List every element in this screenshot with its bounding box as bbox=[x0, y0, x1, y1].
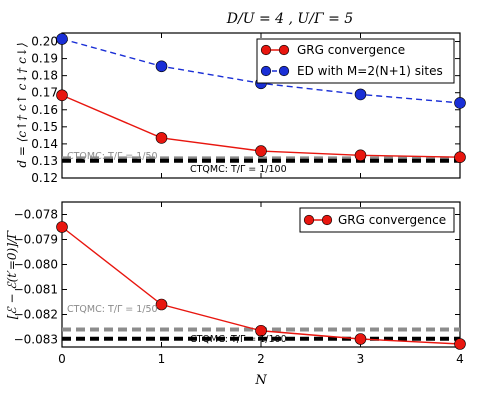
top-legend-entry-ed: ED with M=2(N+1) sites bbox=[260, 64, 443, 78]
bottom-legend-label-grg: GRG convergence bbox=[338, 213, 446, 227]
top-legend-marker-grg-1 bbox=[260, 44, 272, 56]
bottom-series-0-point bbox=[56, 221, 68, 233]
bottom-y-tick-label: −0.081 bbox=[14, 283, 58, 297]
top-y-tick-label: 0.12 bbox=[31, 171, 58, 185]
bottom-ref-label-1-100: CTQMC: T/Γ = 1/100 bbox=[190, 334, 287, 345]
top-legend-entry-grg: GRG convergence bbox=[260, 43, 405, 57]
top-y-tick-label: 0.19 bbox=[31, 52, 58, 66]
bottom-series-group bbox=[56, 221, 466, 350]
bottom-x-tick-label: 3 bbox=[357, 352, 365, 366]
top-y-tick-label: 0.16 bbox=[31, 103, 58, 117]
bottom-series-0-point bbox=[354, 333, 367, 345]
top-series-1-point bbox=[56, 33, 68, 45]
figure-title: D/U = 4 , U/Γ = 5 bbox=[226, 11, 353, 27]
top-y-axis-label: d = ⟨c↑† c↑ c↓† c↓⟩ bbox=[15, 42, 29, 167]
top-series-0-point bbox=[155, 132, 168, 144]
top-y-tick-label: 0.13 bbox=[31, 154, 58, 168]
top-y-tick-label: 0.14 bbox=[31, 137, 58, 151]
top-ref-label-1-100: CTQMC: T/Γ = 1/100 bbox=[190, 164, 287, 175]
bottom-x-tick-label: 0 bbox=[58, 352, 66, 366]
bottom-y-tick-label: −0.079 bbox=[14, 233, 58, 247]
bottom-y-tick-label: −0.082 bbox=[14, 308, 58, 322]
top-series-1-point bbox=[155, 60, 168, 73]
bottom-y-tick-label: −0.083 bbox=[14, 333, 58, 347]
top-legend: GRG convergence ED with M=2(N+1) sites bbox=[256, 38, 455, 84]
top-reference-lines bbox=[62, 156, 460, 163]
bottom-ref-label-1-50: CTQMC: T/Γ = 1/50 bbox=[67, 304, 158, 315]
top-series-1-point bbox=[354, 88, 367, 101]
bottom-series-0-point bbox=[155, 298, 168, 311]
top-ref-label-1-50: CTQMC: T/Γ = 1/50 bbox=[67, 151, 158, 162]
top-y-tick-label: 0.18 bbox=[31, 69, 58, 83]
top-series-1-point bbox=[454, 97, 466, 109]
top-series-0-point bbox=[255, 145, 267, 157]
top-y-ticks: 0.12 0.13 0.14 0.15 0.16 0.17 0.18 0.19 0.20 bbox=[31, 33, 461, 185]
bottom-y-tick-label: −0.078 bbox=[14, 208, 58, 222]
top-legend-box bbox=[256, 38, 455, 84]
bottom-x-axis-label: N bbox=[254, 373, 267, 388]
top-legend-marker-ed-2 bbox=[278, 65, 290, 77]
top-series-0-point bbox=[454, 151, 466, 163]
bottom-x-tick-label: 1 bbox=[158, 352, 166, 366]
top-legend-label-grg: GRG convergence bbox=[297, 43, 405, 57]
top-series-0-point bbox=[56, 89, 68, 102]
top-legend-label-ed: ED with M=2(N+1) sites bbox=[297, 64, 443, 78]
top-y-tick-label: 0.15 bbox=[31, 120, 58, 134]
bottom-y-tick-label: −0.080 bbox=[14, 258, 58, 272]
bottom-legend-marker-grg-2 bbox=[321, 214, 333, 226]
top-y-tick-label: 0.17 bbox=[31, 86, 58, 100]
bottom-x-tick-label: 4 bbox=[456, 352, 464, 366]
bottom-panel: −0.083 −0.082 −0.081 −0.080 −0.079 −0.078 0 1 2… bbox=[5, 201, 466, 388]
bottom-y-axis-label: [ℰ − ℰ(t′=0)]/Γ bbox=[5, 230, 19, 319]
top-legend-marker-ed-1 bbox=[260, 65, 272, 77]
top-panel: 0.12 0.13 0.14 0.15 0.16 0.17 0.18 0.19 0.20 d =… bbox=[15, 32, 466, 185]
top-legend-marker-grg-2 bbox=[278, 44, 290, 56]
bottom-legend: GRG convergence bbox=[299, 207, 455, 233]
bottom-y-ticks: −0.083 −0.082 −0.081 −0.080 −0.079 −0.078 bbox=[14, 208, 460, 347]
top-series-0-point bbox=[354, 149, 367, 162]
bottom-x-tick-label: 2 bbox=[257, 352, 265, 366]
top-y-tick-label: 0.20 bbox=[31, 35, 58, 49]
bottom-series-0-point bbox=[454, 338, 466, 350]
bottom-series-0-point bbox=[255, 324, 267, 337]
bottom-legend-marker-grg-1 bbox=[303, 214, 315, 226]
